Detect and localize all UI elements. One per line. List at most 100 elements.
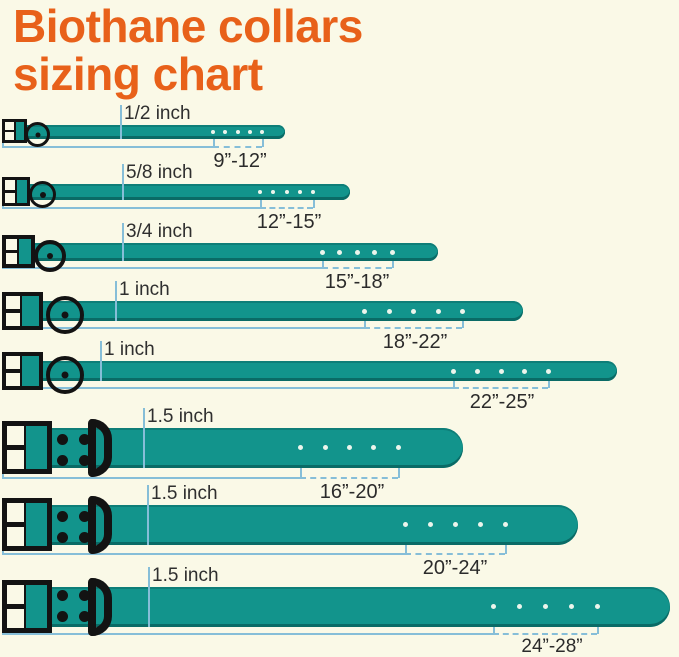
collar-ring xyxy=(29,181,56,208)
buckle-rivet xyxy=(79,455,90,466)
width-label: 1.5 inch xyxy=(147,406,214,427)
buckle-window xyxy=(5,193,15,203)
length-line-solid xyxy=(2,327,364,329)
width-label: 1.5 inch xyxy=(152,565,219,586)
buckle-strap-slot xyxy=(22,356,39,386)
adjustment-hole xyxy=(522,369,527,374)
measure-tick xyxy=(2,546,4,554)
adjustment-hole xyxy=(569,604,574,609)
measure-tick xyxy=(322,261,324,268)
buckle xyxy=(2,292,43,330)
ring-rivet xyxy=(39,191,46,198)
adjustment-hole xyxy=(499,369,504,374)
measure-tick xyxy=(262,139,264,147)
width-label: 1 inch xyxy=(104,339,155,360)
adjustment-range-dashed-line xyxy=(322,267,392,269)
buckle-strap-slot xyxy=(19,239,31,264)
adjustment-hole xyxy=(436,309,441,314)
size-range-label: 12”-15” xyxy=(256,211,322,233)
adjustment-hole xyxy=(355,250,360,255)
size-range-label: 16”-20” xyxy=(319,481,385,503)
adjustment-range-dashed-line xyxy=(213,146,262,148)
buckle-window xyxy=(6,373,20,386)
buckle-rivet xyxy=(57,434,68,445)
measure-tick xyxy=(392,261,394,268)
adjustment-hole xyxy=(311,190,315,194)
adjustment-hole xyxy=(387,309,392,314)
measure-tick xyxy=(300,468,302,478)
width-tick-line xyxy=(143,408,145,468)
buckle-window xyxy=(6,356,20,369)
collar-ring xyxy=(46,296,84,334)
measure-tick xyxy=(364,321,366,328)
buckle-window xyxy=(7,527,24,546)
buckle-rivet xyxy=(57,455,68,466)
buckle xyxy=(2,119,27,143)
collar-ring xyxy=(46,356,84,394)
measure-tick xyxy=(2,470,4,478)
adjustment-range-dashed-line xyxy=(364,327,462,329)
collar-strap xyxy=(16,184,350,200)
adjustment-hole xyxy=(211,130,215,134)
buckle-rivet xyxy=(79,611,90,622)
adjustment-hole xyxy=(403,522,408,527)
buckle xyxy=(2,421,52,474)
collar-ring xyxy=(25,122,50,147)
ring-rivet xyxy=(61,311,69,319)
size-range-label: 9”-12” xyxy=(213,150,267,172)
adjustment-hole xyxy=(271,190,275,194)
collar-strap xyxy=(28,505,578,545)
width-tick-line xyxy=(147,485,149,545)
buckle-rivet xyxy=(79,511,90,522)
width-label: 1/2 inch xyxy=(124,103,191,124)
buckle-strap-slot xyxy=(26,426,47,469)
adjustment-hole xyxy=(371,445,376,450)
buckle-window xyxy=(6,253,17,264)
adjustment-hole xyxy=(323,445,328,450)
adjustment-range-dashed-line xyxy=(260,207,313,209)
buckle-strap-slot xyxy=(22,296,39,326)
collar-strap xyxy=(28,587,670,627)
adjustment-hole xyxy=(396,445,401,450)
length-line-solid xyxy=(2,553,405,555)
adjustment-hole xyxy=(478,522,483,527)
buckle-window xyxy=(7,503,24,522)
width-tick-line xyxy=(122,164,124,200)
buckle-rivet xyxy=(57,532,68,543)
adjustment-hole xyxy=(347,445,352,450)
adjustment-hole xyxy=(285,190,289,194)
buckle-window xyxy=(6,239,17,250)
adjustment-hole xyxy=(236,130,240,134)
adjustment-hole xyxy=(390,250,395,255)
adjustment-hole xyxy=(546,369,551,374)
adjustment-hole xyxy=(337,250,342,255)
measure-tick xyxy=(453,381,455,388)
width-label: 5/8 inch xyxy=(126,162,193,183)
title-line-2: sizing chart xyxy=(13,48,263,100)
ring-rivet xyxy=(47,253,53,259)
length-line-solid xyxy=(2,207,260,209)
measure-tick xyxy=(213,139,215,147)
length-line-solid xyxy=(2,267,322,269)
adjustment-range-dashed-line xyxy=(453,387,548,389)
size-range-label: 15”-18” xyxy=(324,271,390,293)
width-tick-line xyxy=(120,105,122,139)
adjustment-range-dashed-line xyxy=(493,633,597,635)
adjustment-hole xyxy=(451,369,456,374)
adjustment-hole xyxy=(260,130,264,134)
buckle xyxy=(2,352,43,390)
d-ring xyxy=(88,419,112,477)
measure-tick xyxy=(493,627,495,634)
size-range-label: 20”-24” xyxy=(422,557,488,579)
adjustment-range-dashed-line xyxy=(300,477,398,479)
buckle-strap-slot xyxy=(17,180,27,203)
buckle-window xyxy=(7,426,24,445)
d-ring xyxy=(88,578,112,636)
measure-tick xyxy=(260,200,262,208)
buckle-window xyxy=(6,313,20,326)
measure-tick xyxy=(313,200,315,208)
collar-strap xyxy=(16,125,285,139)
page-title: Biothane collars sizing chart xyxy=(13,2,363,98)
adjustment-hole xyxy=(411,309,416,314)
